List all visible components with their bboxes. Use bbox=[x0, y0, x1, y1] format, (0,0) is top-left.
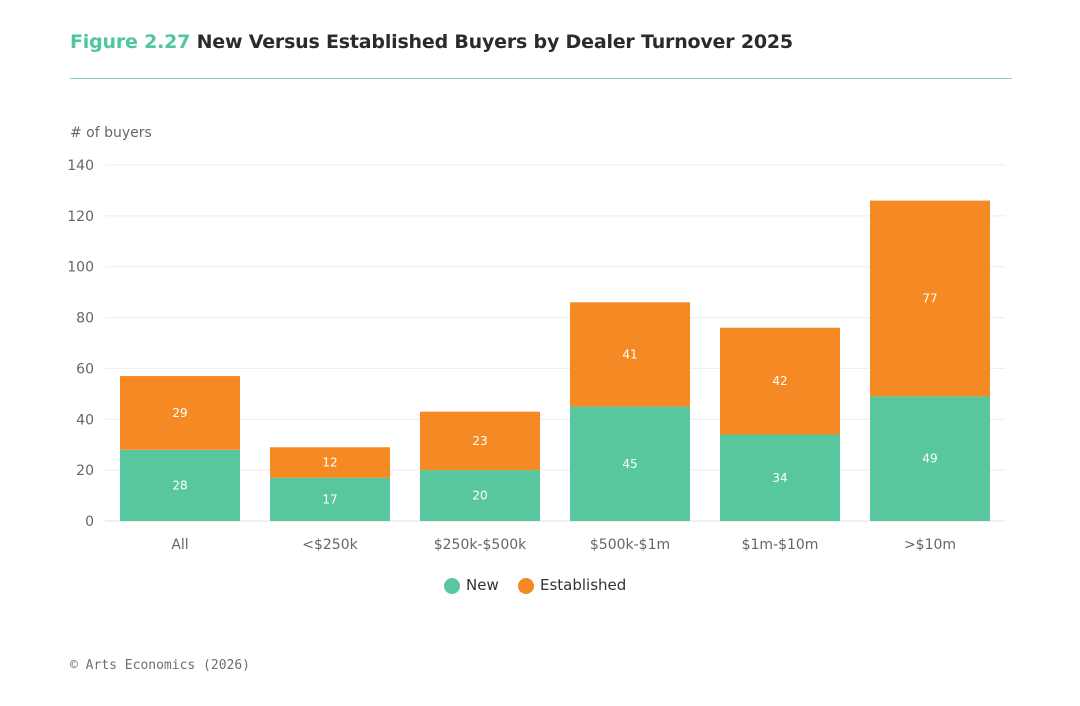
y-tick-label: 120 bbox=[67, 209, 94, 225]
data-label: 77 bbox=[922, 292, 937, 306]
y-tick-label: 100 bbox=[67, 260, 94, 276]
bar-segment-new bbox=[420, 470, 540, 521]
x-tick-label: $500k-$1m bbox=[590, 537, 670, 553]
stacked-bar-chart: # of buyers 0 20 40 60 80 100 120 140 28 29 All 17 12… bbox=[67, 125, 1005, 594]
data-label: 41 bbox=[622, 347, 637, 361]
x-tick-label: <$250k bbox=[302, 537, 358, 553]
copyright-footer: © Arts Economics (2026) bbox=[70, 658, 251, 673]
y-tick-label: 140 bbox=[67, 158, 94, 174]
title-divider bbox=[70, 78, 1012, 79]
data-label: 29 bbox=[172, 406, 187, 420]
bar-segment-new bbox=[570, 406, 690, 521]
legend-label: Established bbox=[540, 576, 626, 594]
data-label: 28 bbox=[172, 478, 187, 492]
data-label: 49 bbox=[922, 452, 937, 466]
x-tick-label: >$10m bbox=[904, 537, 956, 553]
chart-title-text: New Versus Established Buyers by Dealer … bbox=[196, 31, 794, 53]
y-tick-label: 60 bbox=[76, 361, 94, 377]
bar-segment-established bbox=[720, 327, 840, 435]
data-label: 45 bbox=[622, 457, 637, 471]
data-label: 17 bbox=[322, 492, 337, 506]
y-tick-label: 80 bbox=[76, 311, 94, 327]
bar-segment-new bbox=[870, 396, 990, 521]
y-tick-label: 0 bbox=[85, 514, 94, 530]
data-label: 23 bbox=[472, 434, 487, 448]
y-tick-label: 20 bbox=[76, 463, 94, 479]
bar-segment-new bbox=[120, 449, 240, 521]
chart-title: Figure 2.27 New Versus Established Buyer… bbox=[70, 31, 793, 53]
bar-segment-established bbox=[120, 376, 240, 450]
x-tick-label: $1m-$10m bbox=[742, 537, 819, 553]
data-label: 20 bbox=[472, 489, 487, 503]
y-tick-label: 40 bbox=[76, 412, 94, 428]
data-label: 42 bbox=[772, 374, 787, 388]
x-tick-label: $250k-$500k bbox=[434, 537, 527, 553]
data-label: 34 bbox=[772, 471, 787, 485]
data-label: 12 bbox=[322, 456, 337, 470]
bar-segment-established bbox=[270, 447, 390, 478]
bar-segment-established bbox=[870, 200, 990, 397]
figure-number: Figure 2.27 bbox=[70, 31, 191, 53]
bar-segment-new bbox=[720, 434, 840, 521]
legend-swatch bbox=[444, 578, 460, 594]
legend-label: New bbox=[466, 576, 499, 594]
legend-swatch bbox=[518, 578, 534, 594]
bar-segment-new bbox=[270, 477, 390, 521]
y-axis-label: # of buyers bbox=[70, 125, 152, 141]
x-tick-label: All bbox=[171, 537, 188, 553]
bar-segment-established bbox=[570, 302, 690, 407]
bar-segment-established bbox=[420, 411, 540, 471]
